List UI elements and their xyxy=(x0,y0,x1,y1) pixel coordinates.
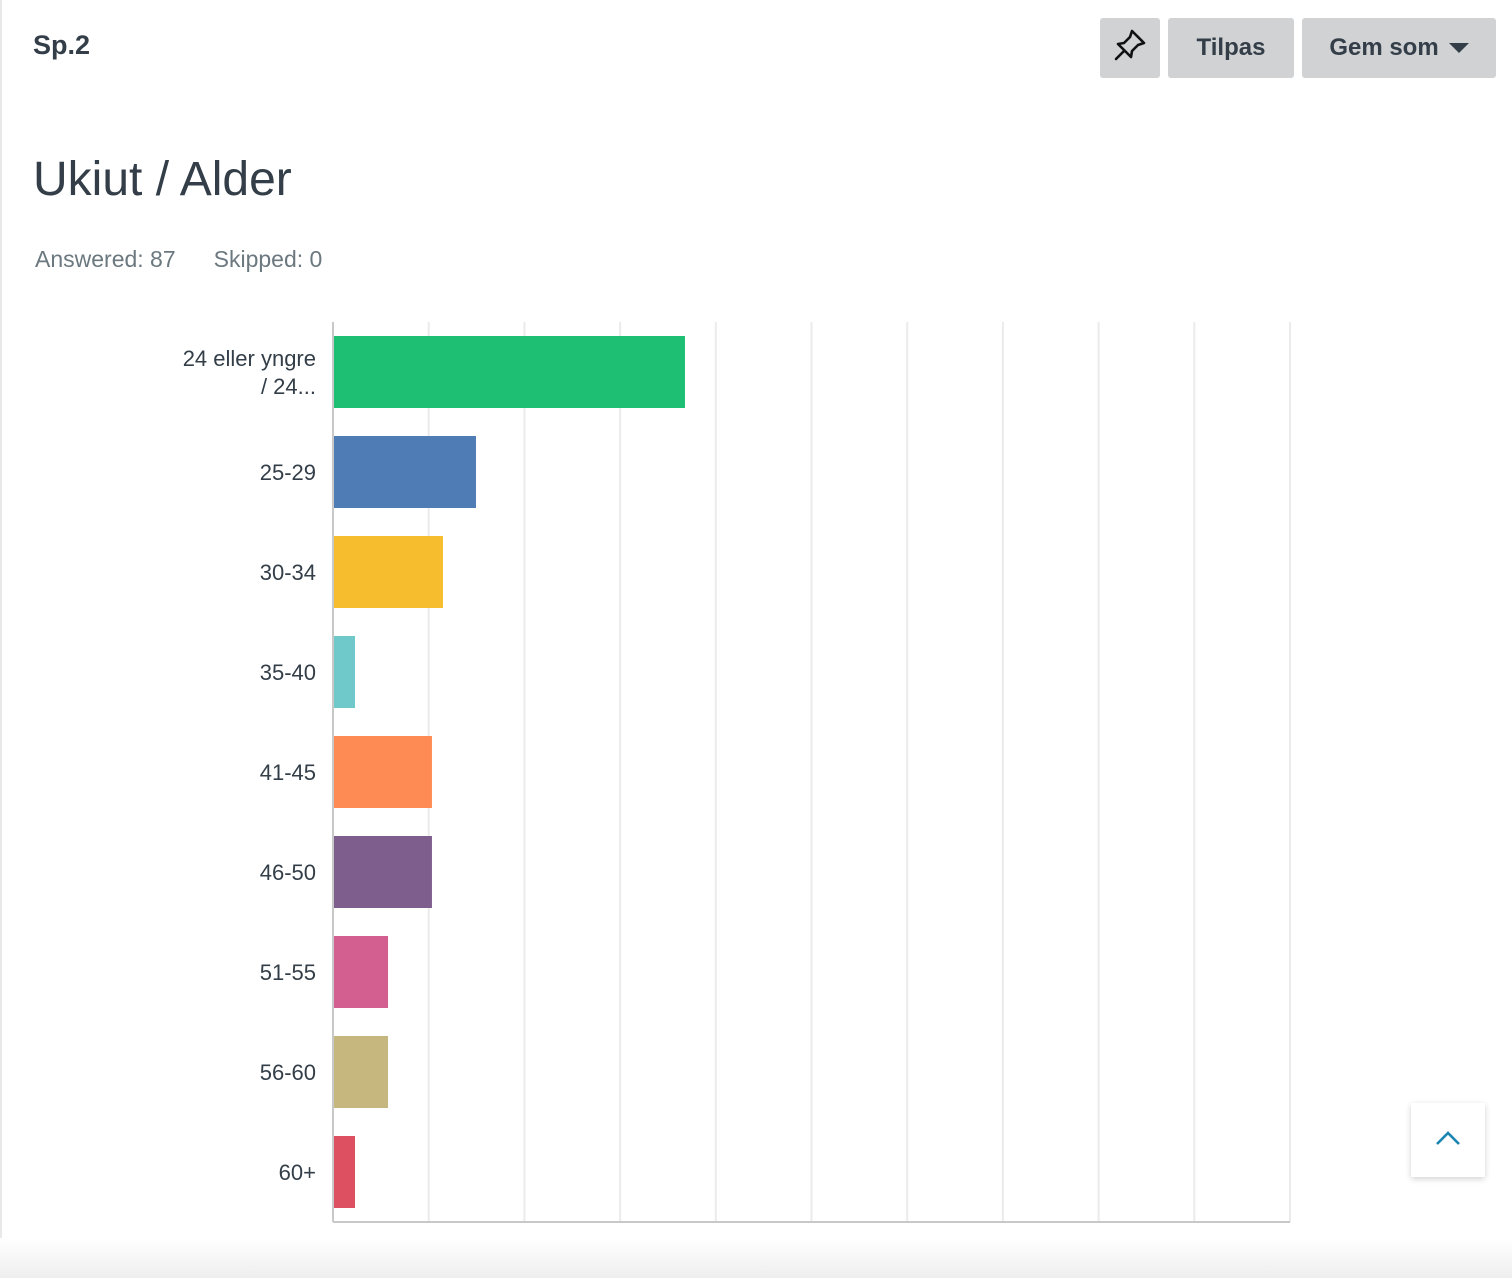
toolbar: Tilpas Gem som xyxy=(1100,18,1496,78)
category-label: 51-55 xyxy=(260,960,316,985)
scroll-to-top-button[interactable] xyxy=(1411,1103,1485,1177)
panel-left-border xyxy=(0,0,2,1278)
pin-button[interactable] xyxy=(1100,18,1160,78)
category-label: 46-50 xyxy=(260,860,316,885)
category-label: 35-40 xyxy=(260,660,316,685)
bar xyxy=(334,936,389,1008)
category-label: 25-29 xyxy=(260,460,316,485)
caret-down-icon xyxy=(1448,43,1469,53)
category-label: 60+ xyxy=(279,1160,316,1185)
pushpin-icon xyxy=(1112,27,1148,70)
category-label: 56-60 xyxy=(260,1060,316,1085)
category-label: / 24... xyxy=(261,374,316,399)
bar xyxy=(334,1136,356,1208)
bar xyxy=(334,436,476,508)
answered-count: Answered: 87 xyxy=(35,246,176,272)
bar xyxy=(334,1036,389,1108)
bar xyxy=(334,636,356,708)
save-as-dropdown[interactable]: Gem som xyxy=(1302,18,1496,78)
bar xyxy=(334,536,443,608)
bottom-fade xyxy=(0,1238,1512,1278)
category-label: 24 eller yngre xyxy=(183,346,316,371)
customize-button[interactable]: Tilpas xyxy=(1168,18,1294,78)
save-as-label: Gem som xyxy=(1329,34,1439,61)
response-stats: Answered: 87 Skipped: 0 xyxy=(35,246,322,273)
question-title: Ukiut / Alder xyxy=(33,153,292,206)
skipped-count: Skipped: 0 xyxy=(213,246,323,272)
bar xyxy=(334,336,685,408)
category-label: 30-34 xyxy=(260,560,316,585)
bar xyxy=(334,836,432,908)
question-number: Sp.2 xyxy=(33,30,91,60)
category-label: 41-45 xyxy=(260,760,316,785)
chevron-up-icon xyxy=(1434,1129,1462,1152)
bar xyxy=(334,736,432,808)
